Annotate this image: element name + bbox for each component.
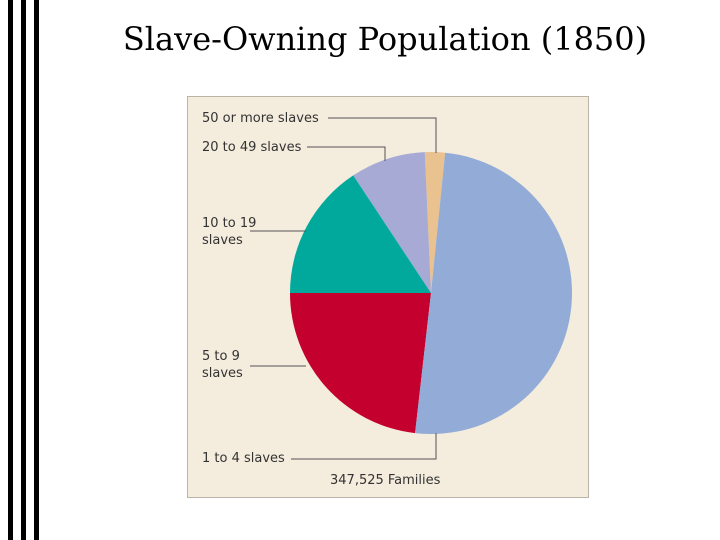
decor-bar [8, 0, 13, 540]
pie-slice [290, 293, 431, 434]
chart: 347,525 Families 1 to 4 slaves 5 to 9 sla… [187, 96, 589, 498]
leader-lines [250, 117, 437, 460]
slide-title: Slave-Owning Population (1850) [122, 20, 648, 58]
slice-label: 1 to 4 slaves [202, 451, 285, 466]
slice-label: 20 to 49 slaves [202, 140, 302, 155]
pie-slice [424, 152, 446, 293]
pie-slice [290, 175, 431, 293]
slice-label: 50 or more slaves [202, 111, 319, 126]
pie-slice [353, 152, 431, 293]
pie-chart [250, 117, 573, 460]
decor-bar [34, 0, 39, 540]
slice-label: 10 to 19 slaves [202, 216, 257, 248]
decor-bar [21, 0, 26, 540]
pie-slice [415, 152, 573, 435]
chart-note: 347,525 Families [330, 473, 441, 488]
slice-label: 5 to 9 slaves [202, 349, 243, 381]
